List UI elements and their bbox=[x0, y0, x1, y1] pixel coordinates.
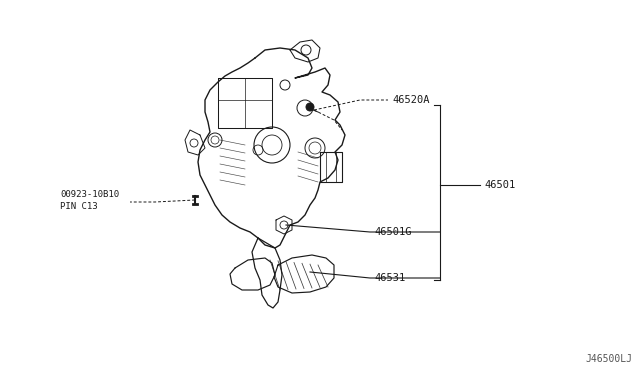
Text: PIN C13: PIN C13 bbox=[60, 202, 98, 211]
Text: 46501: 46501 bbox=[484, 180, 515, 190]
Text: 00923-10B10: 00923-10B10 bbox=[60, 190, 119, 199]
Text: 46531: 46531 bbox=[374, 273, 405, 283]
Text: 46501G: 46501G bbox=[374, 227, 412, 237]
Text: J46500LJ: J46500LJ bbox=[585, 354, 632, 364]
Text: 46520A: 46520A bbox=[392, 95, 429, 105]
Circle shape bbox=[306, 103, 314, 111]
